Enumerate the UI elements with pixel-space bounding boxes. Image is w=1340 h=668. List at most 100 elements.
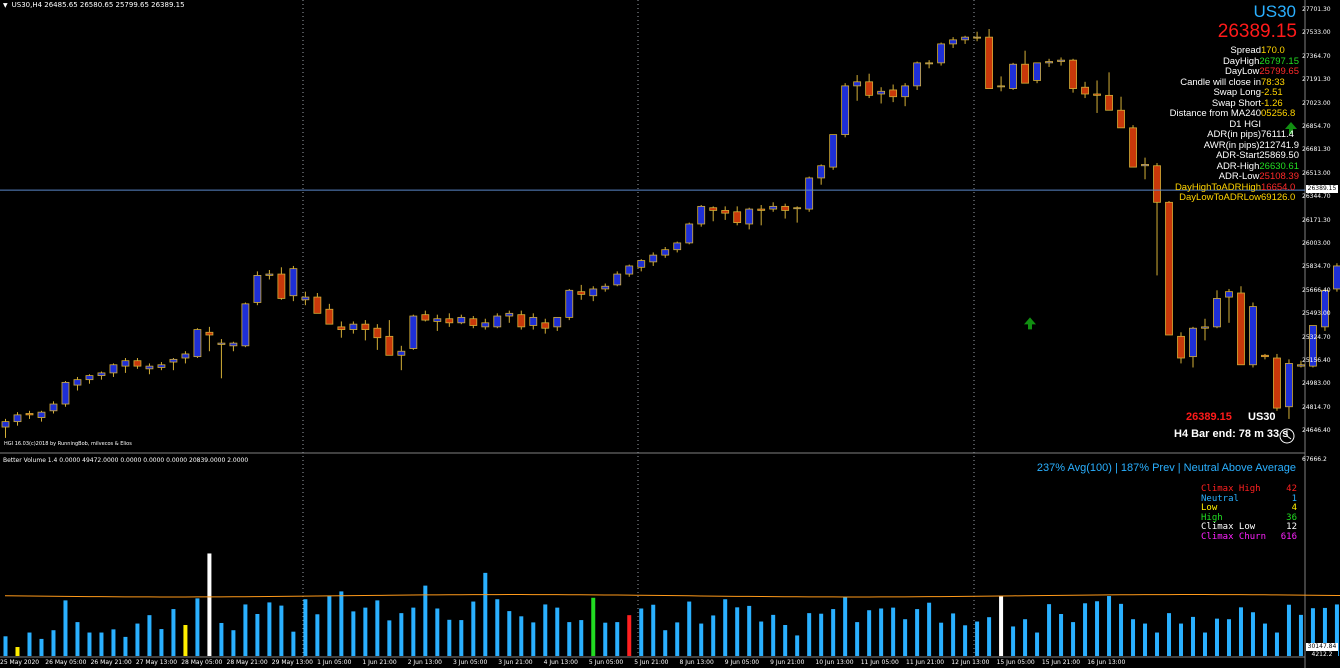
candle-body (421, 314, 430, 321)
volume-bar (483, 572, 488, 656)
volume-bar (1011, 626, 1016, 656)
volume-bar (735, 607, 740, 656)
volume-bar (951, 613, 956, 656)
volume-bar (231, 630, 236, 656)
d1-hgi-arrow-icon (1285, 122, 1297, 134)
volume-bar (579, 620, 584, 656)
legend-count: 12 (1286, 522, 1297, 533)
volume-bar (459, 620, 464, 656)
candle-body (601, 285, 610, 290)
info-label: Swap Short (1211, 97, 1261, 109)
volume-bar (771, 614, 776, 656)
candle-body (85, 375, 94, 381)
candle-body (1081, 86, 1089, 95)
volume-bar (627, 615, 632, 656)
volume-bar (159, 629, 164, 656)
volume-bar (651, 604, 656, 656)
legend-row: High 36 (1201, 513, 1297, 524)
candle-body (1285, 363, 1293, 408)
candle-body (1261, 354, 1269, 358)
candle-body (73, 379, 82, 386)
candle-body (37, 411, 46, 418)
legend-row: Climax High 42 (1201, 484, 1297, 495)
dropdown-arrow-icon[interactable]: ▼ (3, 2, 8, 9)
info-value: 76111.4 (1261, 129, 1294, 140)
price-tick-label: 26344.70 (1302, 193, 1331, 201)
candle-body (229, 342, 238, 347)
info-label: Distance from MA240 (1169, 108, 1261, 119)
volume-bar (759, 621, 764, 656)
info-value: 25108.39 (1259, 171, 1299, 182)
info-label: ADR-Low (1218, 171, 1260, 182)
candle-body (1033, 62, 1041, 81)
candle-body (1177, 335, 1185, 359)
info-row: ADR(in pips) 76111.4 (1170, 129, 1299, 141)
candle-body (61, 381, 70, 405)
volume-bar (903, 619, 908, 656)
candle-body (1213, 298, 1221, 328)
volume-bar (663, 630, 668, 656)
candle-body (325, 308, 334, 325)
candle-body (313, 296, 322, 314)
volume-bar (1310, 608, 1315, 656)
time-tick-label: 27 May 13:00 (135, 659, 178, 666)
candle-body (541, 322, 550, 329)
info-value: 26630.61 (1259, 160, 1299, 172)
candle-body (49, 403, 58, 412)
volume-bar (411, 607, 416, 656)
info-value: 69126.0 (1261, 192, 1296, 203)
volume-bar (315, 614, 320, 656)
info-row: AWR(in pips) 212741.9 (1170, 140, 1299, 152)
volume-bar (1155, 632, 1160, 656)
volume-bar (15, 647, 20, 656)
legend-name: Climax Low (1201, 522, 1256, 533)
volume-bar (879, 608, 884, 656)
time-tick-label: 8 Jun 13:00 (679, 659, 714, 666)
candle-body (637, 260, 646, 268)
candle-body (205, 331, 214, 336)
price-tick-label: 24646.40 (1302, 427, 1331, 435)
volume-bar (291, 631, 296, 656)
volume-bar (543, 604, 548, 656)
volume-bar (303, 599, 308, 656)
candle-body (685, 223, 694, 244)
candle-body (169, 358, 178, 363)
price-tick-label: 25666.40 (1302, 286, 1331, 294)
bottom-price: 26389.15 (1186, 411, 1232, 423)
legend-name: Climax High (1201, 484, 1261, 494)
volume-bar (1214, 618, 1219, 656)
candle-body (1189, 327, 1197, 358)
volume-bar (387, 620, 392, 656)
candle-body (265, 273, 274, 276)
volume-bar (555, 607, 560, 656)
time-tick-label: 26 May 21:00 (90, 659, 132, 666)
volume-bar (1298, 614, 1303, 656)
candle-body (973, 36, 981, 39)
candle-body (673, 242, 682, 251)
volume-bar (819, 613, 824, 656)
legend-row: Climax Low 12 (1201, 523, 1297, 533)
candle-body (145, 365, 154, 370)
candle-body (337, 326, 346, 330)
time-tick-label: 11 Jun 05:00 (860, 659, 899, 666)
volume-bar (375, 600, 380, 656)
info-label: ADR-Start (1216, 150, 1260, 161)
candle-body (757, 208, 766, 211)
candle-body (25, 413, 34, 416)
price-tick-label: 26003.00 (1302, 240, 1331, 247)
candle-body (709, 207, 718, 211)
volume-bar (1071, 622, 1076, 656)
info-label: ADR-High (1216, 160, 1260, 172)
price-tick-label: 27533.00 (1302, 29, 1331, 37)
volume-axis-tag-2: 4212.2 (1306, 651, 1338, 659)
price-tick-label: 27023.00 (1302, 99, 1331, 107)
candle-body (853, 81, 862, 87)
candle-body (1021, 63, 1029, 84)
volume-bar (471, 601, 476, 656)
volume-bar (687, 601, 692, 656)
volume-bar (255, 613, 260, 656)
volume-bar (867, 610, 872, 656)
info-row: Swap Long -2.51 (1170, 87, 1299, 99)
